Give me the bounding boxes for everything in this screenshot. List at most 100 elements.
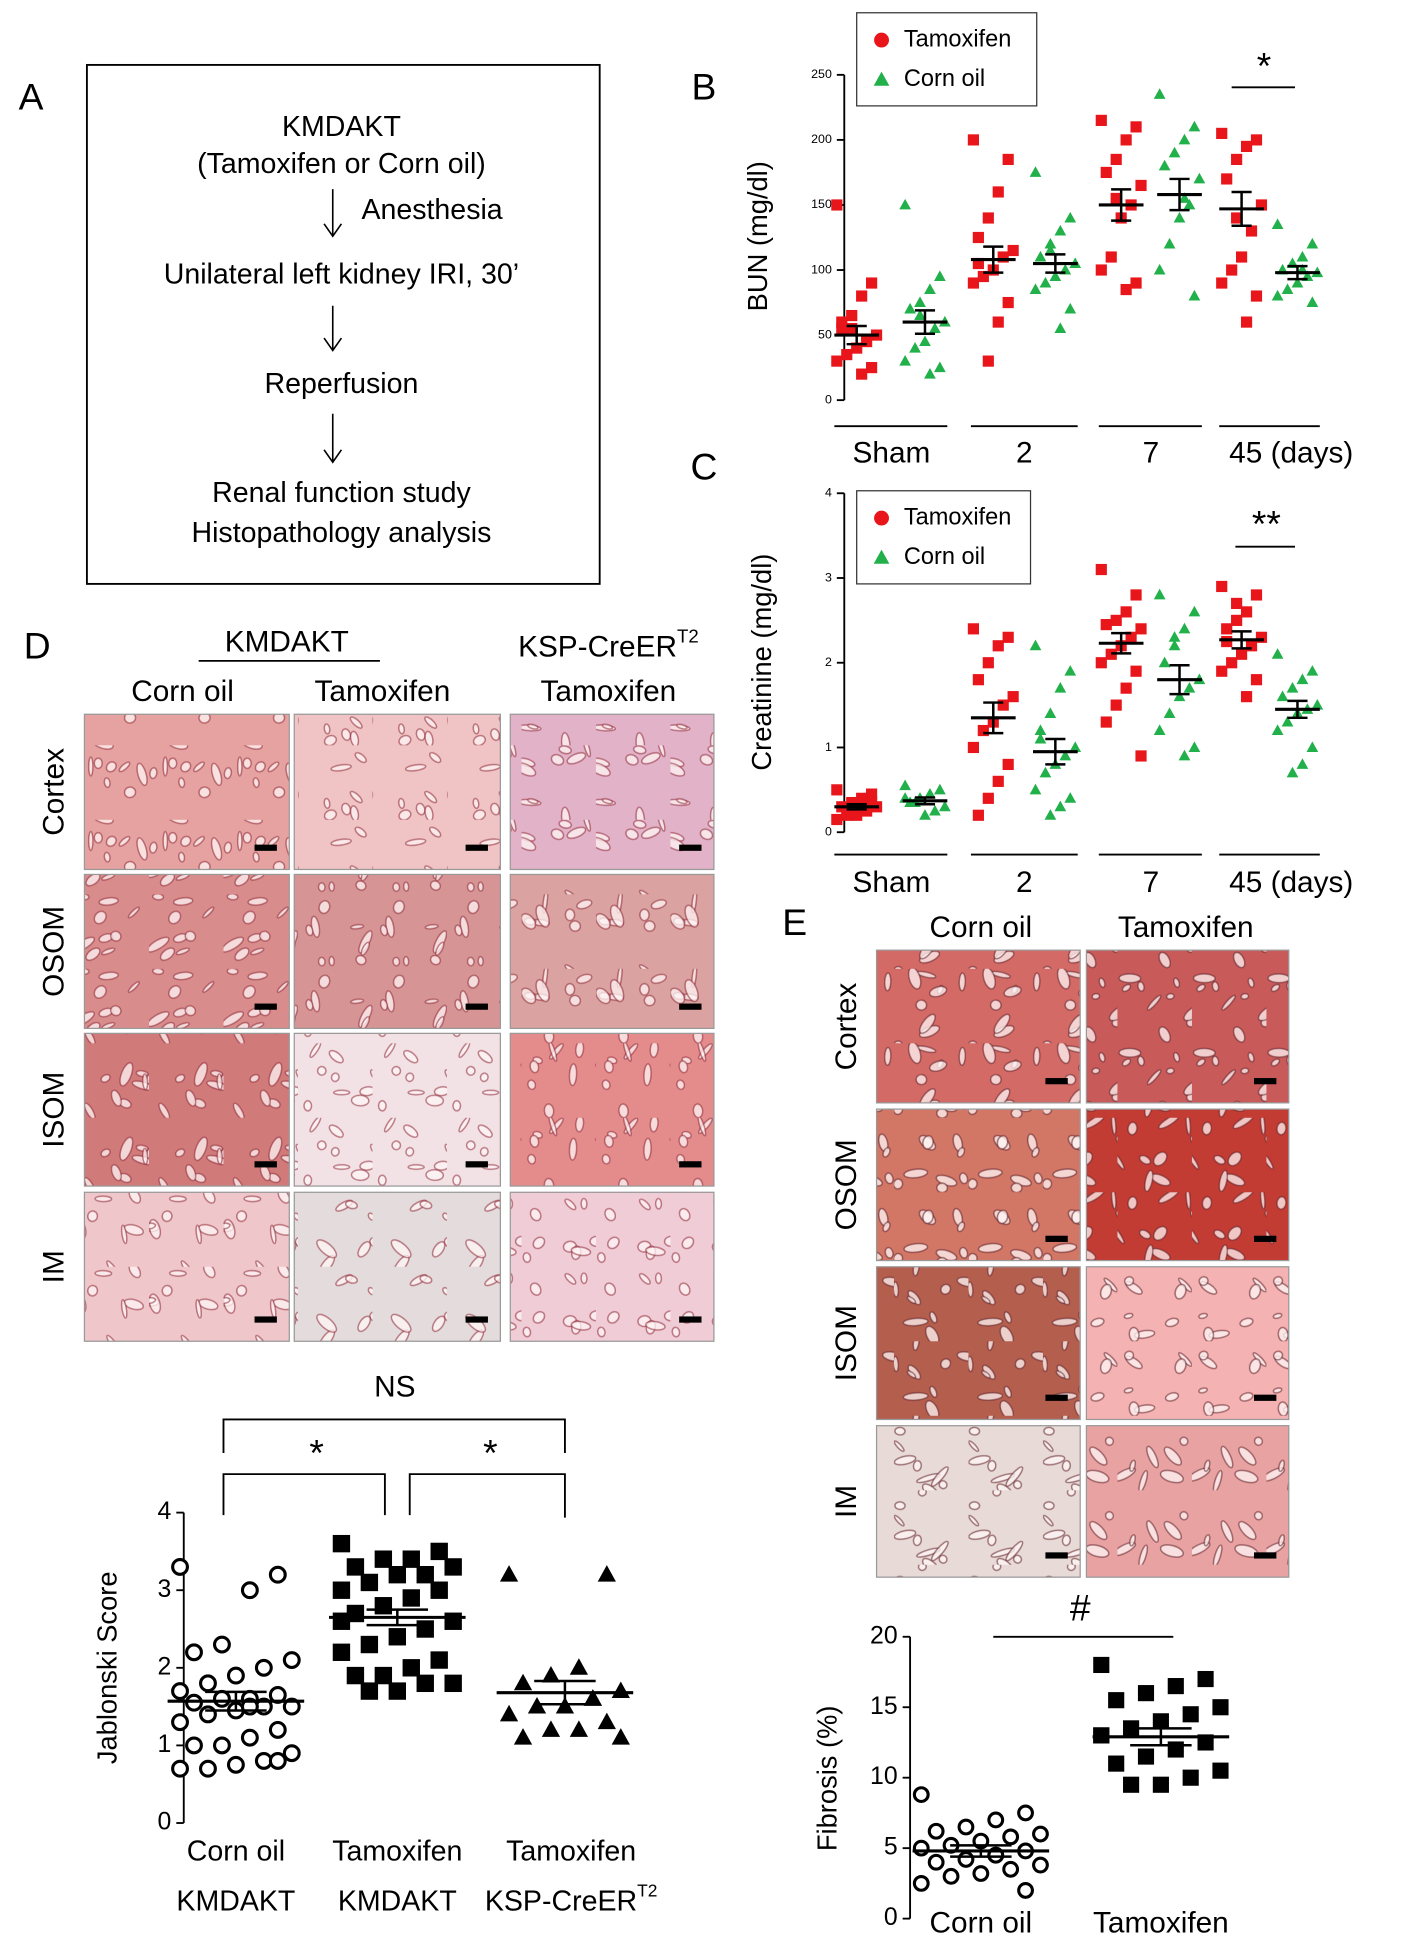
data-point	[1064, 792, 1077, 803]
scale-bar	[1045, 1078, 1068, 1085]
legend-marker	[874, 510, 889, 526]
data-point	[982, 657, 994, 669]
data-point	[1212, 1762, 1229, 1779]
data-point	[1029, 283, 1042, 295]
data-point	[1158, 159, 1171, 171]
data-point	[360, 1573, 379, 1592]
data-point	[1296, 250, 1309, 262]
scale-bar	[1045, 1235, 1068, 1242]
data-point	[909, 341, 921, 353]
data-point	[934, 270, 946, 281]
data-point	[1271, 724, 1284, 736]
data-point	[1286, 766, 1299, 778]
panel-label: C	[691, 446, 718, 488]
sem-bar	[1111, 631, 1132, 655]
data-point	[1250, 134, 1263, 146]
data-point	[904, 302, 916, 314]
data-point	[1064, 665, 1077, 676]
data-point	[1029, 166, 1042, 177]
y-tick-label: 50	[818, 327, 832, 341]
row-label: ISOM	[830, 1305, 863, 1381]
scale-bar	[1254, 1235, 1277, 1242]
row-label: Cortex	[830, 983, 863, 1071]
x-group-label: KSP-CreERT2	[485, 1880, 658, 1917]
histology-image	[875, 949, 1081, 1104]
flow-arrows	[323, 189, 343, 464]
data-point	[1059, 749, 1072, 761]
row-label: ISOM	[38, 1072, 71, 1148]
data-point	[1271, 648, 1284, 659]
data-point	[1095, 563, 1107, 576]
flow-step: (Tamoxifen or Corn oil)	[197, 148, 486, 180]
y-tick-label: 0	[825, 824, 832, 838]
data-point	[1095, 657, 1107, 669]
x-tick-label: Tamoxifen	[332, 1835, 462, 1867]
histology-image	[83, 713, 290, 871]
data-point	[374, 1597, 393, 1615]
data-point	[1163, 237, 1176, 249]
x-tick-label: Corn oil	[930, 1907, 1033, 1940]
histology-image	[875, 1108, 1081, 1262]
sem-bar	[950, 1844, 1012, 1858]
data-point	[982, 212, 994, 224]
data-point	[957, 1851, 975, 1868]
data-point	[851, 809, 863, 821]
data-point	[1216, 277, 1228, 289]
data-point	[1216, 580, 1228, 593]
sem-bar	[983, 245, 1004, 274]
data-point	[934, 361, 946, 373]
data-point	[831, 813, 843, 826]
data-point	[1002, 153, 1014, 166]
x-tick-label: 2	[1016, 866, 1033, 899]
histology-image	[293, 713, 501, 871]
data-point	[268, 1720, 287, 1739]
column-header: KSP-CreERT2	[518, 625, 699, 663]
data-point	[1100, 716, 1112, 728]
scale-bar	[679, 844, 702, 851]
data-point	[1197, 1734, 1214, 1751]
y-tick-label: 100	[811, 262, 832, 276]
data-point	[1044, 809, 1057, 820]
data-point	[1281, 283, 1294, 295]
x-tick-label: Corn oil	[187, 1835, 285, 1867]
data-point	[1100, 619, 1112, 631]
y-tick-label: 2	[825, 655, 832, 669]
data-point	[929, 322, 941, 334]
y-tick-label: 4	[825, 486, 832, 500]
data-point	[499, 1704, 519, 1722]
data-point	[171, 1682, 189, 1701]
scale-bar	[254, 1161, 277, 1168]
group-main: KSP-CreER	[485, 1885, 637, 1917]
data-point	[972, 809, 984, 821]
sem-bar	[1231, 190, 1252, 228]
row-label: IM	[38, 1250, 71, 1283]
significance-label: #	[1070, 1587, 1091, 1629]
histology-image	[509, 873, 715, 1030]
sem-bar	[1111, 188, 1132, 222]
data-point	[992, 775, 1004, 787]
x-tick-label: Sham	[853, 866, 931, 899]
sem-bar	[1169, 664, 1190, 696]
data-point	[1054, 322, 1067, 334]
data-point	[967, 623, 979, 635]
data-point	[977, 724, 989, 737]
data-point	[851, 342, 863, 354]
data-point	[199, 1759, 217, 1778]
panel-label: E	[782, 901, 807, 943]
scale-bar	[465, 1161, 488, 1168]
data-point	[416, 1674, 434, 1693]
data-point	[1226, 657, 1238, 669]
data-point	[967, 277, 979, 289]
data-point	[416, 1620, 434, 1638]
scale-bar	[679, 1316, 702, 1323]
scale-bar	[254, 1316, 277, 1323]
data-point	[1178, 133, 1191, 145]
data-point	[226, 1755, 245, 1774]
data-point	[430, 1651, 448, 1669]
y-tick-label: 5	[884, 1834, 898, 1861]
histology-image	[1085, 1108, 1290, 1262]
significance-bracket	[408, 1473, 566, 1518]
data-point	[1167, 1678, 1184, 1695]
data-point	[1281, 715, 1294, 727]
